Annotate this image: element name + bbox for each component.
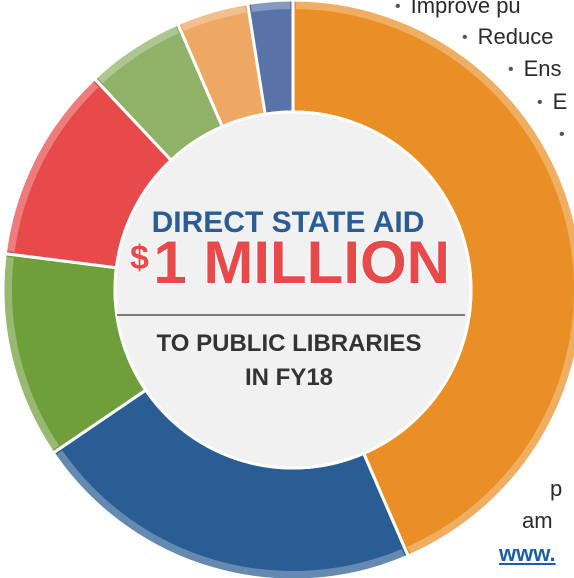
center-subtitle-line1: TO PUBLIC LIBRARIES [157, 330, 422, 357]
center-label-group: DIRECT STATE AID $ 1 MILLION TO PUBLIC L… [117, 206, 465, 391]
donut-slice-rim-5 [97, 25, 179, 84]
donut-slice-rim-6 [181, 5, 247, 31]
center-title: DIRECT STATE AID [152, 206, 425, 239]
bullet-text-2: Reduce [462, 26, 554, 48]
website-link[interactable]: www. [499, 541, 556, 566]
dollar-sign: $ [130, 239, 149, 277]
bullet-text-1: Improve pu [395, 0, 521, 17]
bullet-text-4: E [537, 91, 568, 113]
donut-slice-rim-7 [250, 1, 291, 13]
amount-value: 1 MILLION [153, 229, 450, 296]
trailing-text-2: am [522, 508, 553, 533]
amount-label: $ 1 MILLION [130, 229, 450, 296]
center-circle [113, 110, 473, 470]
center-subtitle-line2: IN FY18 [245, 364, 333, 391]
bullet-text-3: Ens [508, 58, 562, 80]
donut-slice-rim-3 [4, 256, 59, 450]
bullet-text-5 [559, 123, 574, 145]
donut-slice-rim-2 [55, 450, 405, 578]
donut-slice-rim-4 [6, 81, 99, 252]
donut-slice-rim-1 [295, 1, 574, 555]
trailing-text-1: p [550, 476, 563, 501]
